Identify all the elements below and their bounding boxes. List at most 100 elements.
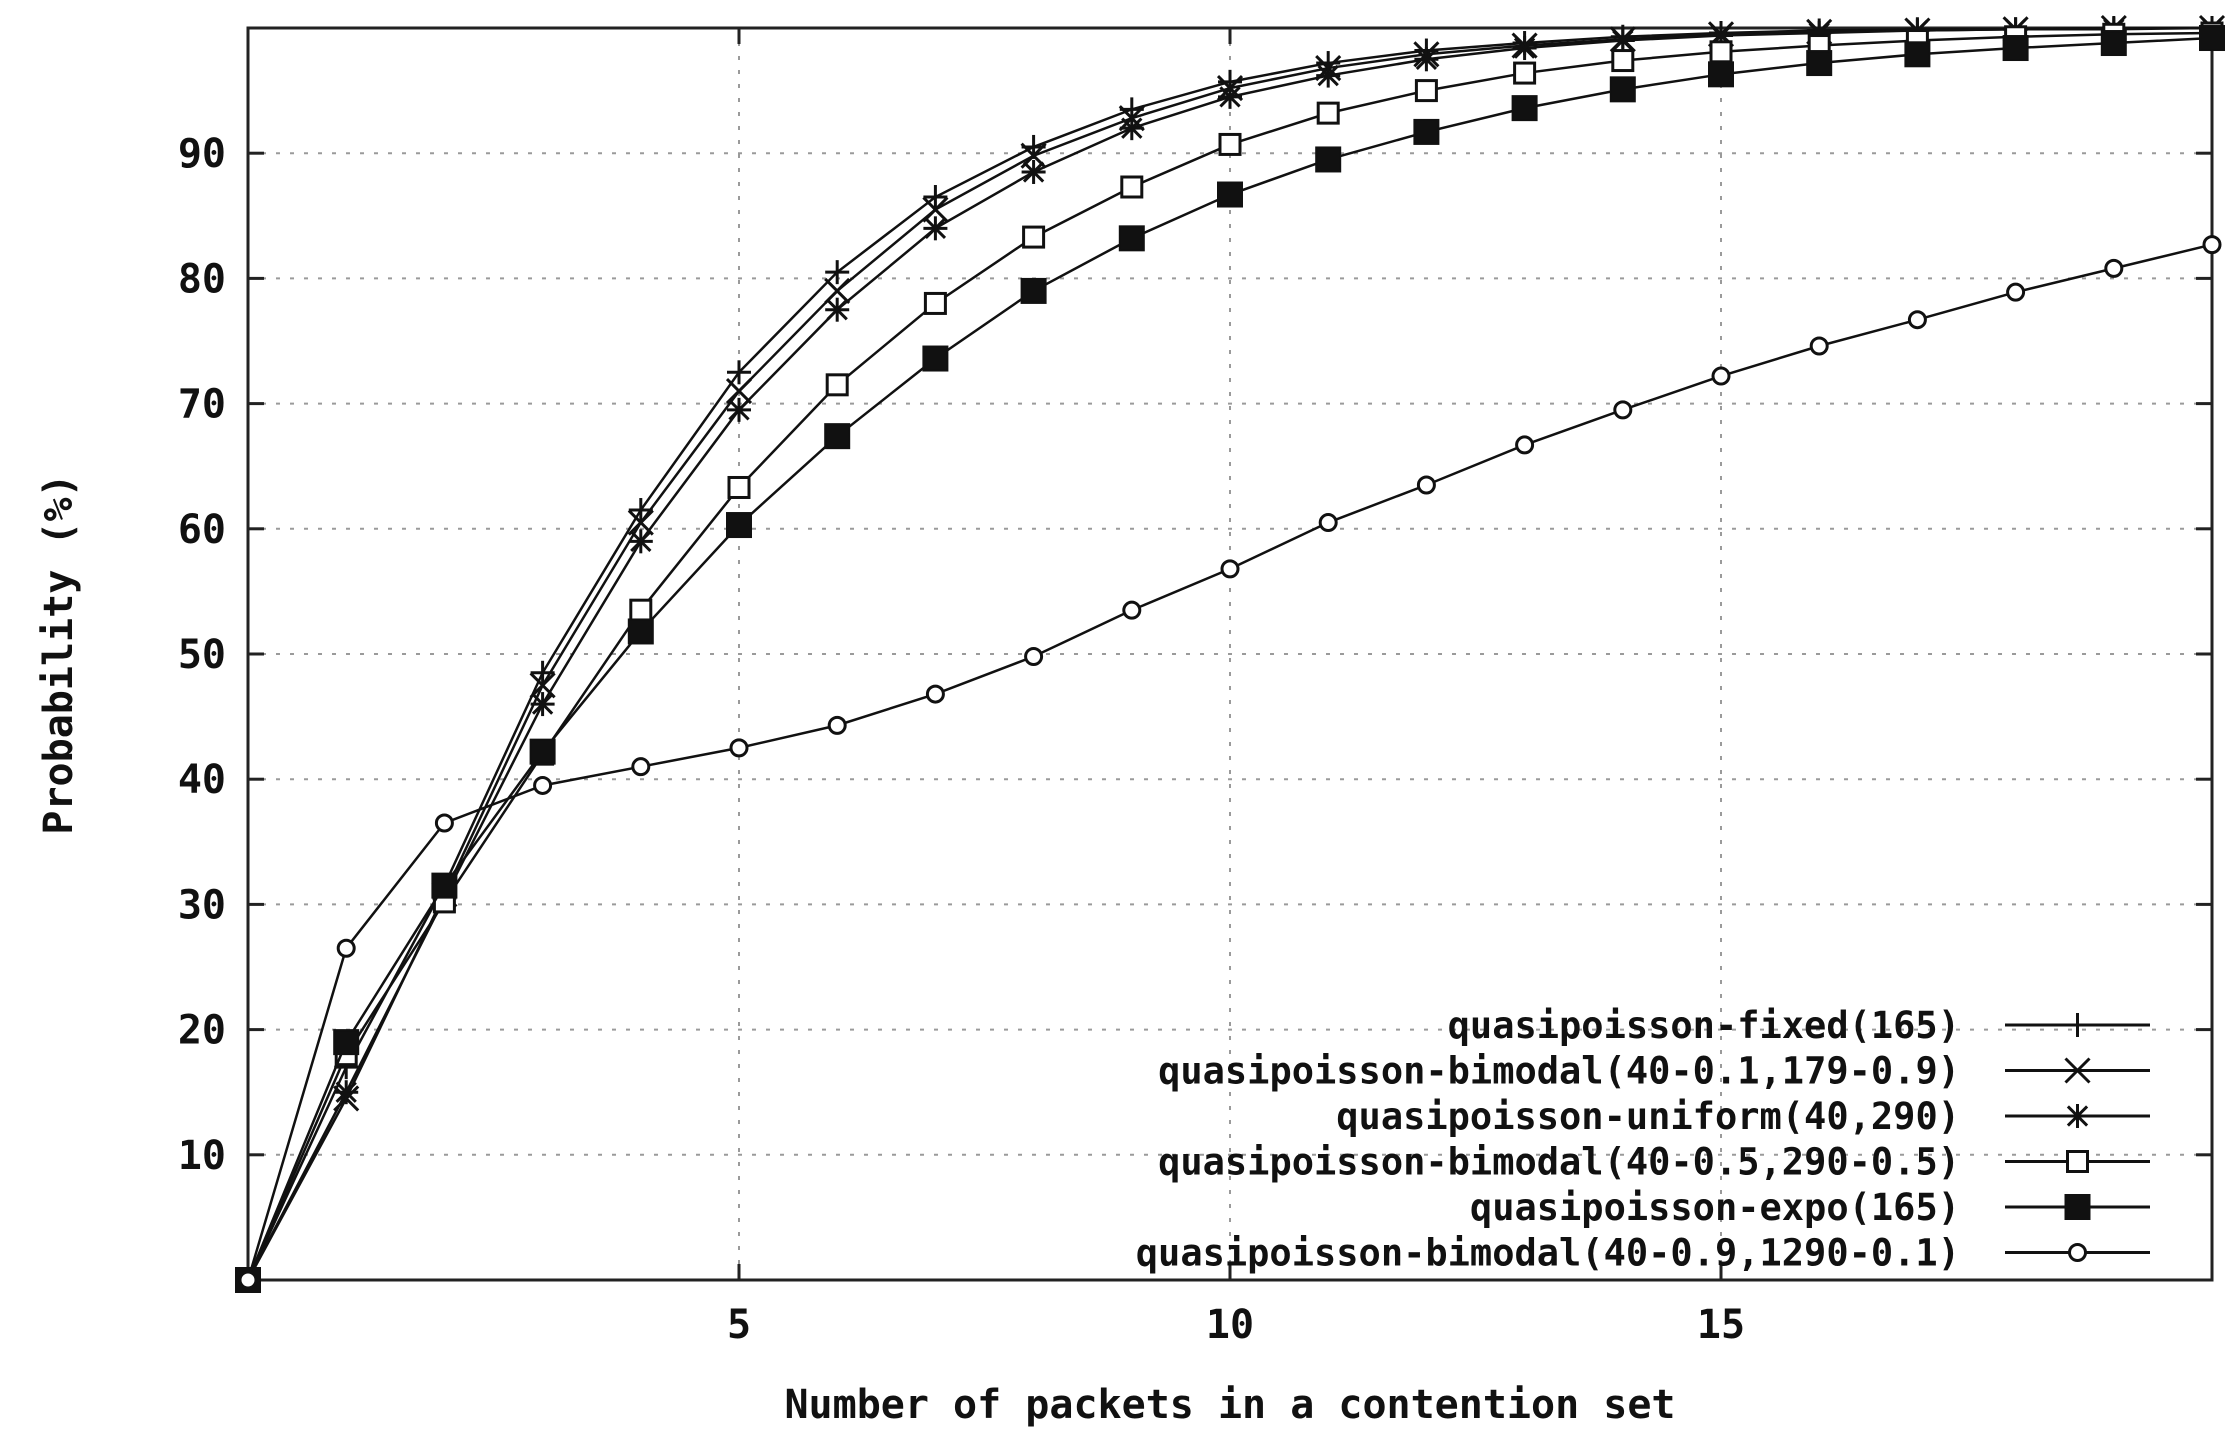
legend: quasipoisson-fixed(165)quasipoisson-bimo… (1136, 1004, 2150, 1275)
data-point (627, 618, 654, 645)
data-point (1220, 559, 1240, 579)
data-point (1414, 47, 1439, 72)
y-tick-label: 70 (178, 382, 226, 428)
data-point (1218, 132, 1242, 156)
y-tick-label: 90 (178, 131, 226, 177)
data-point (2068, 1243, 2087, 1262)
data-point (2064, 1057, 2091, 1084)
data-point (434, 813, 454, 833)
data-point (925, 684, 945, 704)
x-tick-label: 15 (1697, 1302, 1745, 1348)
data-point (923, 185, 948, 210)
data-point (2006, 282, 2026, 302)
data-point (1609, 76, 1636, 103)
data-point (1611, 49, 1635, 73)
x-tick-label: 10 (1206, 1302, 1254, 1348)
data-point (726, 512, 752, 539)
data-point (922, 196, 949, 223)
data-point (729, 738, 749, 758)
data-point (1217, 181, 1243, 208)
legend-entry-label: quasipoisson-bimodal(40-0.9,1290-0.1) (1136, 1232, 1960, 1275)
x-axis-label: Number of packets in a contention set (784, 1382, 1675, 1428)
data-point (529, 672, 556, 699)
series-filled-square (235, 25, 2225, 1293)
data-point (631, 757, 651, 777)
data-point (2199, 25, 2225, 52)
data-point (431, 872, 458, 899)
series-group (234, 14, 2226, 1294)
data-point (1022, 225, 1046, 249)
data-point (2064, 1194, 2091, 1220)
data-point (1613, 400, 1633, 420)
data-point (1318, 513, 1338, 533)
data-point (1806, 50, 1833, 77)
data-point (2202, 235, 2222, 255)
data-point (1413, 118, 1440, 145)
data-point (334, 1080, 359, 1105)
data-point (629, 598, 653, 622)
legend-entry-label: quasipoisson-uniform(40,290) (1336, 1095, 1960, 1138)
legend-entry-label: quasipoisson-fixed(165) (1448, 1004, 1960, 1047)
data-point (824, 277, 851, 304)
y-tick-label: 60 (178, 507, 226, 553)
data-point (827, 715, 847, 735)
data-point (628, 529, 653, 554)
data-point (922, 345, 949, 372)
y-tick-label: 10 (178, 1133, 226, 1179)
data-point (825, 373, 849, 397)
data-point (2002, 35, 2029, 62)
data-point (2065, 1013, 2090, 1037)
data-point (1907, 310, 1927, 330)
data-point (1218, 84, 1242, 109)
data-point (1711, 366, 1731, 386)
data-point (1416, 475, 1436, 495)
legend-entry-label: quasipoisson-bimodal(40-0.5,290-0.5) (1158, 1141, 1960, 1184)
data-point (1709, 40, 1733, 64)
y-tick-label: 80 (178, 256, 226, 302)
data-point (1024, 647, 1044, 667)
y-tick-label: 30 (178, 882, 226, 928)
data-point (1122, 600, 1142, 620)
data-point (825, 260, 850, 285)
axis-ticks: 10 20 30 40 50 60 70 80 90 5 10 15 (178, 28, 2212, 1348)
data-point (1021, 159, 1046, 184)
data-point (1020, 277, 1047, 304)
series-open-circle (238, 235, 2222, 1290)
data-point (1513, 61, 1537, 85)
data-point (1316, 101, 1340, 125)
data-point (725, 378, 753, 405)
y-tick-label: 20 (178, 1008, 226, 1054)
data-point (1809, 336, 1829, 356)
data-point (1708, 61, 1734, 88)
data-point (333, 1029, 360, 1056)
legend-entry-label: quasipoisson-bimodal(40-0.1,179-0.9) (1158, 1050, 1960, 1093)
data-point (1904, 41, 1931, 68)
data-point (530, 692, 555, 717)
data-point (727, 397, 751, 422)
data-point (727, 360, 751, 385)
data-point (1515, 435, 1535, 455)
data-point (1414, 79, 1438, 103)
data-point (727, 475, 751, 499)
data-point (2066, 1150, 2089, 1173)
data-point (529, 738, 556, 765)
data-point (1119, 116, 1144, 141)
data-point (1118, 225, 1145, 252)
y-tick-label: 50 (178, 632, 226, 678)
data-point (1120, 175, 1144, 199)
data-point (824, 423, 851, 450)
data-point (923, 216, 948, 241)
legend-entry-label: quasipoisson-expo(165) (1470, 1186, 1960, 1229)
data-point (1512, 36, 1537, 61)
data-point (2100, 30, 2127, 57)
data-point (1316, 63, 1341, 88)
data-point (2104, 258, 2124, 278)
data-point (923, 291, 947, 315)
data-point (238, 1270, 258, 1290)
y-axis-label: Probability (%) (36, 473, 82, 834)
data-point (1610, 28, 1635, 53)
x-tick-label: 5 (727, 1302, 751, 1348)
data-point (825, 297, 850, 322)
